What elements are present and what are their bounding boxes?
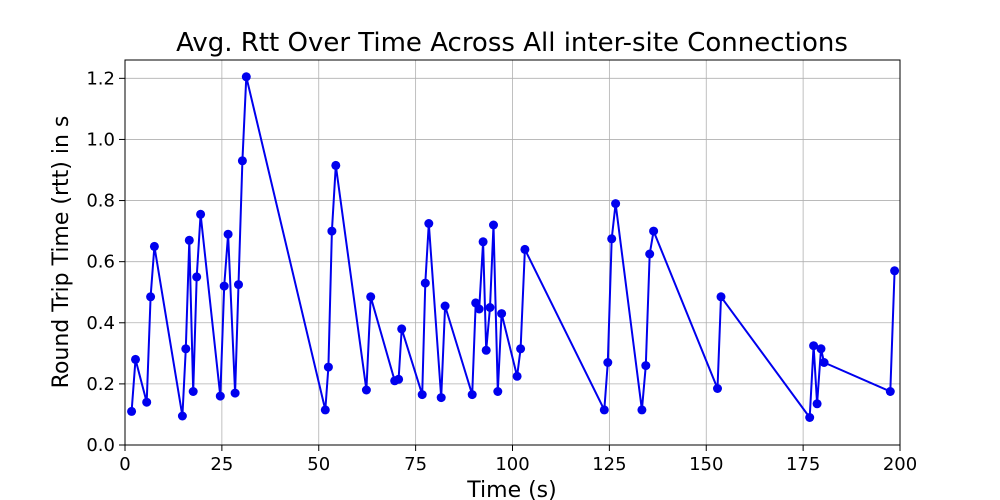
data-point <box>237 156 247 166</box>
data-point <box>420 278 430 288</box>
data-point <box>890 266 900 276</box>
y-tick-label: 1.0 <box>86 129 115 150</box>
data-point <box>417 390 427 400</box>
data-point <box>184 235 194 245</box>
data-point <box>497 309 507 319</box>
data-point <box>196 209 206 219</box>
x-tick-label: 25 <box>210 454 233 475</box>
data-point <box>816 344 826 354</box>
data-point <box>474 304 484 314</box>
data-point <box>467 390 477 400</box>
data-point <box>649 226 659 236</box>
data-point <box>177 411 187 421</box>
data-point <box>645 249 655 259</box>
data-point <box>516 344 526 354</box>
data-point <box>512 371 522 381</box>
y-tick-label: 0.0 <box>86 435 115 456</box>
data-point <box>809 341 819 351</box>
x-tick-label: 50 <box>307 454 330 475</box>
data-point <box>394 374 404 384</box>
data-point <box>637 405 647 415</box>
data-point <box>215 391 225 401</box>
x-axis: 0 25 50 75 100 125 150 175 200 <box>119 445 917 475</box>
data-point <box>331 160 341 170</box>
x-tick-label: 75 <box>404 454 427 475</box>
x-tick-label: 0 <box>119 454 130 475</box>
y-tick-label: 0.8 <box>86 191 115 212</box>
data-point <box>716 292 726 302</box>
data-point <box>366 292 376 302</box>
data-point <box>149 241 159 251</box>
data-point <box>819 358 829 367</box>
data-point <box>485 303 495 312</box>
data-point <box>219 281 229 291</box>
x-tick-label: 175 <box>786 454 820 475</box>
data-point <box>599 405 609 415</box>
y-tick-label: 0.4 <box>86 313 115 334</box>
data-point <box>805 413 815 422</box>
y-axis-title: Round Trip Time (rtt) in s <box>49 116 74 389</box>
chart-title: Avg. Rtt Over Time Across All inter-site… <box>176 28 848 58</box>
y-tick-label: 0.6 <box>86 252 115 273</box>
data-point <box>320 405 330 415</box>
data-point <box>440 301 450 311</box>
data-point <box>188 387 198 396</box>
data-point <box>481 345 491 355</box>
data-point <box>812 399 822 409</box>
data-point <box>181 344 191 354</box>
data-point <box>493 387 503 396</box>
data-point <box>192 272 202 282</box>
data-point <box>607 234 617 244</box>
x-tick-label: 150 <box>689 454 723 475</box>
data-point <box>230 388 240 398</box>
x-tick-label: 200 <box>883 454 917 475</box>
data-point <box>713 384 722 393</box>
data-point <box>489 220 498 230</box>
x-tick-label: 100 <box>495 454 529 475</box>
data-point <box>478 237 488 247</box>
data-point <box>424 219 434 228</box>
data-point <box>327 226 337 236</box>
data-point <box>611 199 621 209</box>
data-point <box>323 362 333 372</box>
data-point <box>241 72 251 82</box>
data-point <box>142 397 152 407</box>
y-tick-label: 1.2 <box>86 68 115 89</box>
data-point <box>361 385 371 395</box>
x-tick-label: 125 <box>592 454 626 475</box>
x-axis-title: Time (s) <box>466 478 556 500</box>
data-point <box>520 244 530 254</box>
data-point <box>641 361 651 371</box>
data-point <box>131 354 140 364</box>
data-series <box>127 72 900 422</box>
data-point <box>127 406 137 416</box>
y-tick-label: 0.2 <box>86 374 115 395</box>
y-axis: 0.0 0.2 0.4 0.6 0.8 1.0 1.2 <box>86 68 125 456</box>
data-point <box>603 358 613 367</box>
data-point <box>223 229 233 239</box>
data-point <box>397 324 407 334</box>
data-point <box>885 387 895 396</box>
data-point <box>146 292 156 302</box>
data-point <box>436 393 446 403</box>
data-point <box>234 280 243 290</box>
